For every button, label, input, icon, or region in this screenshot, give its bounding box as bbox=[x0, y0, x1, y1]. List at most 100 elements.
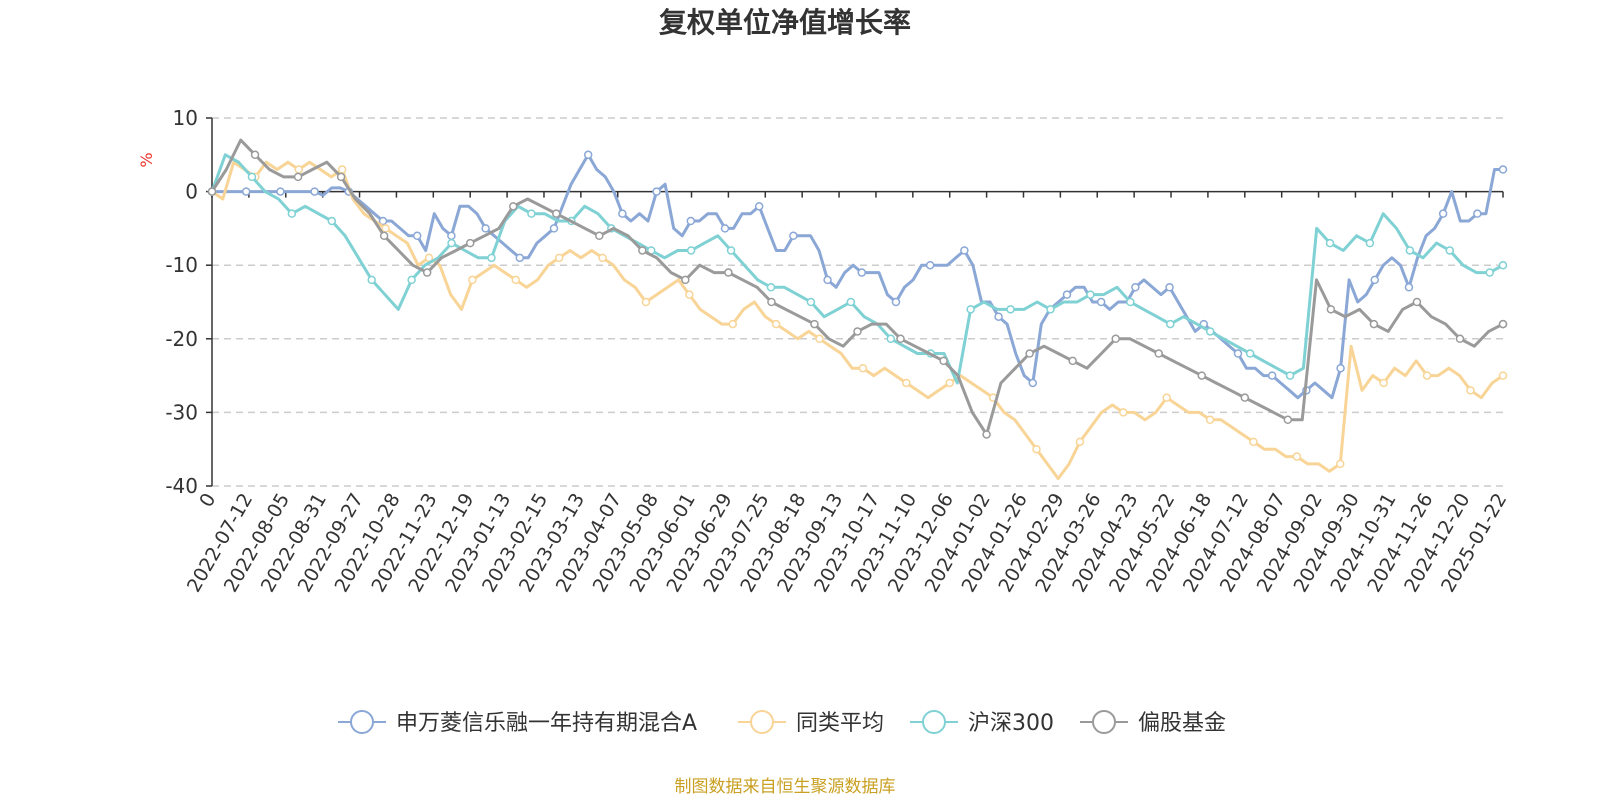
data-point bbox=[1075, 437, 1085, 447]
data-point bbox=[1062, 290, 1072, 299]
data-point bbox=[846, 297, 856, 307]
legend-marker bbox=[750, 710, 774, 734]
data-point bbox=[1240, 393, 1250, 402]
data-point bbox=[276, 187, 285, 196]
data-point bbox=[685, 290, 694, 299]
legend-item[interactable]: 沪深300 bbox=[910, 710, 1054, 736]
data-point bbox=[806, 297, 816, 307]
data-point bbox=[754, 202, 764, 211]
data-point bbox=[1025, 349, 1034, 358]
data-point bbox=[1096, 297, 1106, 307]
data-point bbox=[925, 260, 935, 270]
legend-label: 申万菱信乐融一年持有期混合A bbox=[396, 711, 697, 736]
data-point bbox=[1245, 349, 1255, 358]
y-tick-label: -40 bbox=[165, 474, 198, 498]
data-point bbox=[549, 224, 559, 233]
data-point bbox=[618, 209, 627, 218]
data-point bbox=[720, 224, 730, 233]
data-point bbox=[1205, 415, 1215, 425]
data-point bbox=[1068, 356, 1077, 366]
data-point bbox=[1466, 386, 1475, 395]
y-tick-label: -10 bbox=[165, 253, 198, 277]
data-point bbox=[815, 334, 824, 344]
data-point bbox=[1131, 283, 1140, 292]
data-point bbox=[771, 319, 781, 329]
data-point bbox=[1162, 393, 1171, 402]
data-point bbox=[381, 224, 390, 233]
data-point bbox=[1365, 238, 1375, 248]
data-point bbox=[1028, 378, 1038, 388]
data-point bbox=[1498, 319, 1508, 329]
data-point bbox=[1370, 275, 1380, 285]
data-point bbox=[481, 224, 490, 233]
data-point bbox=[1473, 209, 1482, 218]
legend-item[interactable]: 同类平均 bbox=[738, 710, 884, 736]
y-tick-label: -30 bbox=[165, 400, 198, 424]
data-point bbox=[641, 297, 651, 307]
data-point bbox=[487, 253, 496, 263]
data-point bbox=[241, 187, 251, 196]
data-point bbox=[465, 238, 475, 248]
legend-label: 沪深300 bbox=[968, 711, 1054, 736]
data-point bbox=[207, 187, 217, 196]
data-point bbox=[1336, 459, 1345, 469]
data-point bbox=[724, 268, 733, 277]
y-tick-label: 0 bbox=[185, 180, 198, 204]
data-point bbox=[823, 275, 832, 285]
data-point bbox=[1154, 349, 1163, 358]
legend-label: 偏股基金 bbox=[1138, 711, 1226, 736]
data-point bbox=[598, 253, 607, 263]
series-line bbox=[212, 153, 1503, 400]
data-point bbox=[1166, 319, 1175, 329]
legend-item[interactable]: 偏股基金 bbox=[1080, 710, 1226, 736]
data-point bbox=[1165, 283, 1174, 292]
data-point bbox=[1438, 209, 1448, 218]
legend-label: 同类平均 bbox=[796, 711, 884, 736]
data-point bbox=[250, 150, 260, 160]
data-point bbox=[767, 297, 776, 307]
data-point bbox=[468, 275, 477, 285]
data-point bbox=[1032, 444, 1041, 454]
data-point bbox=[1404, 283, 1414, 292]
data-point bbox=[1283, 415, 1293, 425]
data-point bbox=[327, 216, 337, 226]
data-point bbox=[1379, 378, 1388, 388]
data-point bbox=[982, 430, 991, 439]
data-point bbox=[511, 275, 521, 285]
data-point bbox=[583, 150, 593, 160]
legend-marker bbox=[922, 710, 946, 734]
data-point bbox=[726, 246, 736, 255]
data-point bbox=[447, 238, 456, 248]
data-point bbox=[447, 231, 456, 241]
data-point bbox=[728, 319, 737, 329]
data-point bbox=[810, 319, 819, 329]
data-point bbox=[1126, 297, 1135, 307]
y-axis-unit: % bbox=[137, 152, 156, 167]
data-point bbox=[853, 327, 862, 336]
data-point bbox=[891, 297, 901, 307]
data-point bbox=[896, 334, 905, 344]
data-point bbox=[1455, 334, 1465, 344]
data-point bbox=[378, 216, 388, 226]
data-point bbox=[945, 378, 954, 388]
data-point bbox=[1233, 349, 1243, 358]
data-point bbox=[552, 209, 561, 218]
data-point bbox=[939, 356, 948, 366]
legend-item[interactable]: 申万菱信乐融一年持有期混合A bbox=[338, 710, 697, 736]
data-point bbox=[1498, 165, 1508, 174]
legend-marker bbox=[1092, 710, 1116, 734]
data-point bbox=[1197, 371, 1207, 380]
data-point bbox=[1422, 371, 1432, 380]
data-point bbox=[857, 268, 867, 277]
data-point bbox=[310, 187, 319, 196]
data-point bbox=[886, 334, 896, 344]
data-point bbox=[686, 216, 696, 226]
data-point bbox=[960, 246, 969, 255]
data-point bbox=[652, 187, 661, 196]
data-point bbox=[1111, 334, 1120, 344]
data-point bbox=[1205, 327, 1215, 336]
data-point bbox=[1249, 437, 1258, 447]
data-point bbox=[1412, 297, 1422, 307]
data-point bbox=[1369, 319, 1379, 329]
